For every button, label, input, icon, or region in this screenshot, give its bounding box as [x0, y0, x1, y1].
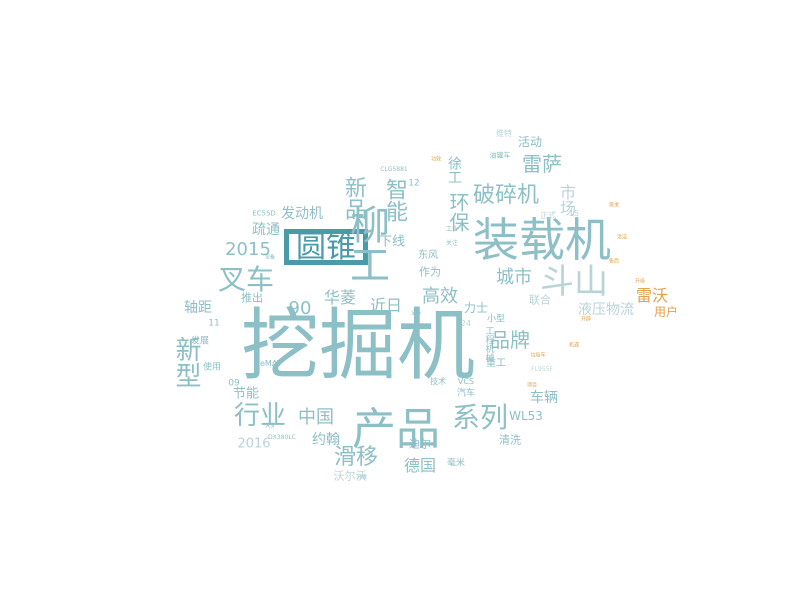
word-shichang: 市场 [557, 184, 576, 216]
word-huanbao: 环保 [446, 192, 470, 232]
word-fazhan: 发展 [190, 336, 210, 347]
word-shebei: 设备 [264, 254, 276, 261]
word-vcs: VCS [457, 377, 475, 386]
word-yuanzhui: 圆锥 [296, 230, 356, 265]
word-2015: 2015 [225, 239, 271, 260]
word-zhongguo: 中国 [298, 407, 334, 428]
word-xiaxian: 下线 [378, 234, 406, 250]
word-yonghu: 用户 [653, 305, 679, 319]
word-15: 15 [568, 209, 580, 218]
word-chache: 叉车 [217, 263, 275, 296]
word-zhouju: 轴距 [184, 300, 212, 316]
word-zuowei: 作为 [419, 265, 441, 279]
word-diyer: 迪尔 [409, 437, 431, 451]
word-tuichu: 推出 [241, 291, 263, 305]
word-shouhou: 售后 [608, 258, 620, 265]
word-chengshi: 城市 [496, 267, 532, 288]
word-fl955f: FL955F [531, 366, 553, 373]
word-x9: X9 [265, 421, 275, 430]
word-xiangmu: 项目 [526, 382, 538, 389]
word-09: 09 [228, 378, 240, 389]
word-liugong: 柳工 [343, 204, 389, 284]
word-24: 24 [460, 319, 472, 328]
word-jiyuan: 机遇 [568, 342, 580, 349]
word-haomi: 毫米 [446, 458, 466, 469]
word-zhonggong: 重工 [486, 358, 506, 369]
word-lishi: 力士 [463, 301, 489, 315]
word-kaifa: 开发 [356, 474, 368, 481]
word-lianhe: 联合 [529, 293, 551, 307]
word-clg: CLG5881 [380, 166, 408, 173]
word-hualing: 华菱 [323, 288, 357, 307]
word-xilie: 系列 [451, 401, 509, 434]
word-xugong: 徐工 [446, 156, 462, 184]
word-shiyong: 使用 [202, 362, 222, 373]
word-jindi: 近日 [369, 296, 403, 315]
word-xiaoxing: 小型 [486, 314, 506, 325]
word-zhuangzaiji: 装载机 [473, 213, 611, 267]
word-xinxing: 新型 [171, 336, 201, 388]
word-weite: 维特 [496, 129, 512, 138]
word-gongye: 工业 [445, 226, 459, 233]
word-pinpai: 品牌 [490, 328, 530, 352]
word-chanpin: 产品 [352, 404, 440, 455]
word-cheliang: 车辆 [530, 390, 558, 406]
word-youlan: 油罐车 [489, 151, 511, 160]
word-xinpin: 新品 [341, 176, 366, 220]
word-leiwo: 雷沃 [635, 286, 669, 305]
word-11: 11 [208, 318, 220, 329]
word-qiyou: 汽车 [456, 388, 476, 399]
word-hangye: 行业 [233, 401, 287, 431]
word-xuqiu: 需求 [608, 202, 620, 209]
word-jieneng: 节能 [232, 386, 260, 402]
word-huodong: 活动 [517, 135, 543, 149]
word-fadongji: 发动机 [281, 206, 323, 222]
word-lajiche: 垃圾车 [530, 352, 546, 359]
word-ec55d: EC55D [252, 209, 276, 218]
word-guanzhu: 关注 [445, 240, 459, 247]
word-leisa: 雷萨 [522, 152, 562, 176]
word-yehuo: 液压物流 [578, 302, 634, 318]
word-wl53: WL53 [509, 409, 543, 423]
word-dongfeng: 东风 [418, 250, 438, 261]
word-2016: 2016 [237, 436, 271, 452]
word-doushan: 斗山 [540, 262, 608, 302]
word-deguo: 德国 [403, 456, 437, 475]
word-shengji: 升级 [634, 278, 646, 285]
word-jishu: 技术 [430, 377, 446, 386]
word-qingxi: 清洗 [499, 433, 521, 447]
highlight-box [284, 229, 368, 265]
word-12: 12 [408, 178, 420, 189]
word-cemat: CeMAT [254, 359, 282, 368]
word-qingjie: 清洁 [616, 234, 628, 241]
word-woerwo: 沃尔沃 [333, 469, 367, 483]
word-gaoxiao: 高效 [422, 286, 458, 307]
word-kaipi: 开辟 [580, 316, 592, 323]
word-yuehan: 约翰 [312, 432, 340, 448]
word-zhineng: 智能 [382, 178, 407, 222]
word-90: 90 [288, 298, 312, 319]
word-huaming: 滑移 [333, 445, 379, 470]
word-gongcheng: 工程机械 [483, 326, 494, 362]
word-zhengshi: 正式 [540, 211, 556, 220]
word-shutong: 疏通 [252, 222, 280, 238]
word-quanxin: 全新 [410, 310, 422, 317]
word-gongxian: 功效 [430, 156, 442, 163]
word-posuiji: 破碎机 [472, 183, 540, 208]
word-dx380: DX380LC [268, 434, 296, 441]
word-wajueji: 挖掘机 [240, 301, 476, 391]
